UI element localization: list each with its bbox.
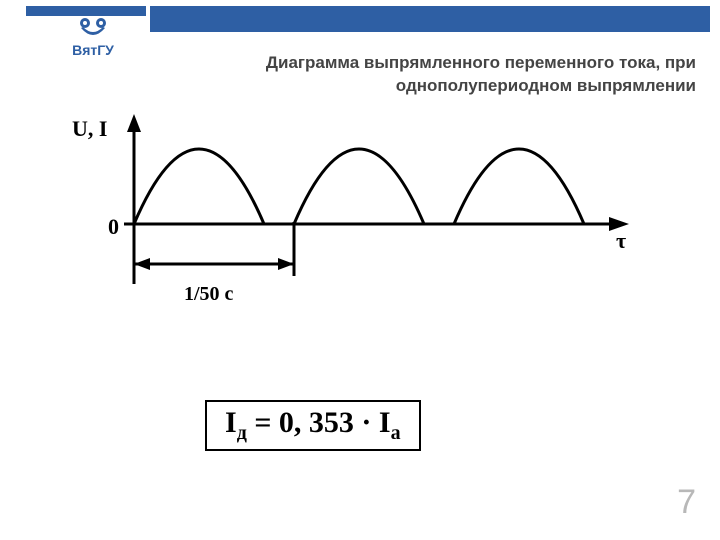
header-bar [150, 6, 710, 32]
period-label: 1/50 с [184, 283, 234, 305]
title-line-1: Диаграмма выпрямленного переменного тока… [266, 52, 696, 75]
formula-lhs-sub: д [237, 422, 247, 444]
y-axis-label: U, I [72, 116, 107, 141]
slide-title: Диаграмма выпрямленного переменного тока… [266, 52, 696, 98]
hump-3 [454, 149, 584, 224]
period-arrow-right [278, 258, 294, 270]
hump-1 [134, 149, 264, 224]
diagram-svg: U, I 0 τ 1/50 с [54, 114, 644, 324]
formula-lhs-base: I [225, 406, 237, 439]
period-arrow-left [134, 258, 150, 270]
formula-rhs-sub: a [391, 422, 401, 444]
formula-rhs-base: I [379, 406, 391, 439]
page-number: 7 [677, 483, 696, 522]
logo-icon [75, 14, 111, 40]
formula-eq: = 0, 353 · [247, 406, 379, 439]
x-axis-label: τ [616, 228, 626, 253]
logo-text: ВятГУ [58, 42, 128, 58]
title-line-2: однополупериодном выпрямлении [266, 75, 696, 98]
y-axis-arrow [127, 114, 141, 132]
formula: Iд = 0, 353 · Ia [205, 400, 421, 451]
origin-label: 0 [108, 214, 119, 239]
logo: ВятГУ [58, 14, 128, 58]
waveform-diagram: U, I 0 τ 1/50 с [54, 114, 644, 324]
hump-2 [294, 149, 424, 224]
